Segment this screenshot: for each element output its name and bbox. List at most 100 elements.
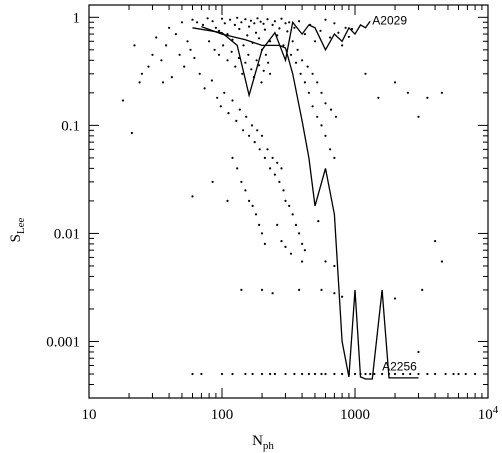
scatter-point [393, 81, 397, 84]
scatter-point [216, 96, 219, 99]
scatter-points [121, 16, 477, 376]
scatter-point [133, 44, 136, 47]
scatter-point [213, 48, 216, 51]
scatter-point [344, 26, 347, 29]
scatter-point [288, 204, 291, 207]
scatter-point [206, 17, 209, 20]
scatter-point [329, 148, 332, 151]
scatter-point [165, 44, 168, 47]
scatter-point [317, 220, 320, 223]
scatter-point [271, 23, 274, 26]
scatter-point [219, 105, 222, 108]
scatter-point [186, 40, 189, 43]
scatter-point [307, 91, 310, 94]
scatter-point [240, 288, 243, 291]
scatter-point [241, 72, 244, 75]
scatter-point [238, 27, 241, 31]
scatter-point [267, 61, 270, 64]
scatter-point [271, 156, 274, 159]
scatter-point [255, 59, 258, 62]
scatter-point [256, 17, 259, 20]
axis-tick-labels: 10 100 1000 104 1 0.1 0.01 0.001 [46, 10, 499, 423]
scatter-point [253, 141, 256, 144]
scatter-point [161, 81, 165, 84]
scatter-point [208, 40, 211, 43]
scatter-point [260, 288, 264, 291]
scatter-point [284, 245, 287, 248]
scatter-point [320, 124, 323, 127]
scatter-point [276, 161, 279, 164]
scatter-point [303, 33, 306, 36]
scatter-point [313, 372, 317, 376]
scatter-point [337, 31, 340, 34]
scatter-point [278, 180, 281, 183]
scatter-point [393, 372, 397, 376]
scatter-point [269, 167, 272, 170]
x-tick-label: 104 [478, 404, 499, 423]
scatter-point [130, 131, 133, 135]
scatter-point [223, 22, 226, 25]
scatter-point [334, 115, 338, 118]
scatter-point [244, 61, 247, 64]
scatter-point [329, 108, 333, 111]
scatter-point [298, 288, 301, 291]
scatter-point [464, 372, 467, 376]
scatter-point [138, 81, 141, 84]
scatter-point [333, 264, 336, 268]
scatter-point [474, 372, 477, 376]
scatter-point [244, 18, 247, 21]
scatter-point [248, 134, 251, 137]
scatter-point [262, 69, 265, 72]
scatter-point [291, 40, 294, 43]
scatter-point [180, 21, 184, 24]
scatter-point [178, 53, 181, 56]
scatter-point [296, 48, 299, 51]
scatter-point [236, 167, 239, 170]
scatter-point [247, 53, 250, 56]
scatter-point [417, 350, 420, 354]
scatter-point [301, 260, 304, 263]
scatter-point [140, 72, 143, 75]
scatter-point [298, 20, 301, 23]
scatter-point [203, 87, 206, 90]
scatter-point [273, 20, 276, 23]
scatter-point [324, 260, 327, 263]
scatter-point [198, 72, 201, 75]
scatter-point [211, 20, 214, 23]
scatter-point [263, 242, 266, 245]
scatter-point [248, 199, 251, 202]
scatter-point [301, 372, 304, 376]
trend-line [201, 25, 419, 380]
scatter-point [324, 102, 327, 105]
scatter-point [269, 72, 272, 75]
scatter-point [286, 30, 289, 33]
scatter-point [452, 372, 455, 376]
scatter-point [226, 199, 229, 202]
scatter-point [200, 372, 203, 376]
scatter-point [333, 22, 336, 25]
scatter-point [189, 48, 192, 51]
scatter-point [240, 21, 243, 24]
scatter-point [303, 249, 306, 252]
y-tick-label: 1 [73, 10, 81, 26]
scatter-point [220, 17, 224, 20]
x-tick-label: 1000 [340, 407, 370, 423]
scatter-point [294, 61, 298, 64]
scatter-point [231, 156, 234, 159]
scatter-point [242, 44, 245, 47]
x-tick-label: 100 [211, 407, 234, 423]
scatter-point [347, 35, 350, 38]
scatter-point [170, 76, 173, 79]
scatter-point [160, 59, 163, 62]
scatter-point [191, 195, 194, 198]
scatter-point [236, 16, 239, 19]
scatter-point [280, 17, 283, 20]
scatter-point [409, 372, 412, 376]
scatter-point [320, 91, 323, 94]
scatter-point [266, 148, 269, 151]
scatter-point [324, 372, 327, 376]
scatter-point [231, 99, 234, 102]
scatter-point [324, 18, 327, 21]
scatter-point [251, 372, 254, 376]
